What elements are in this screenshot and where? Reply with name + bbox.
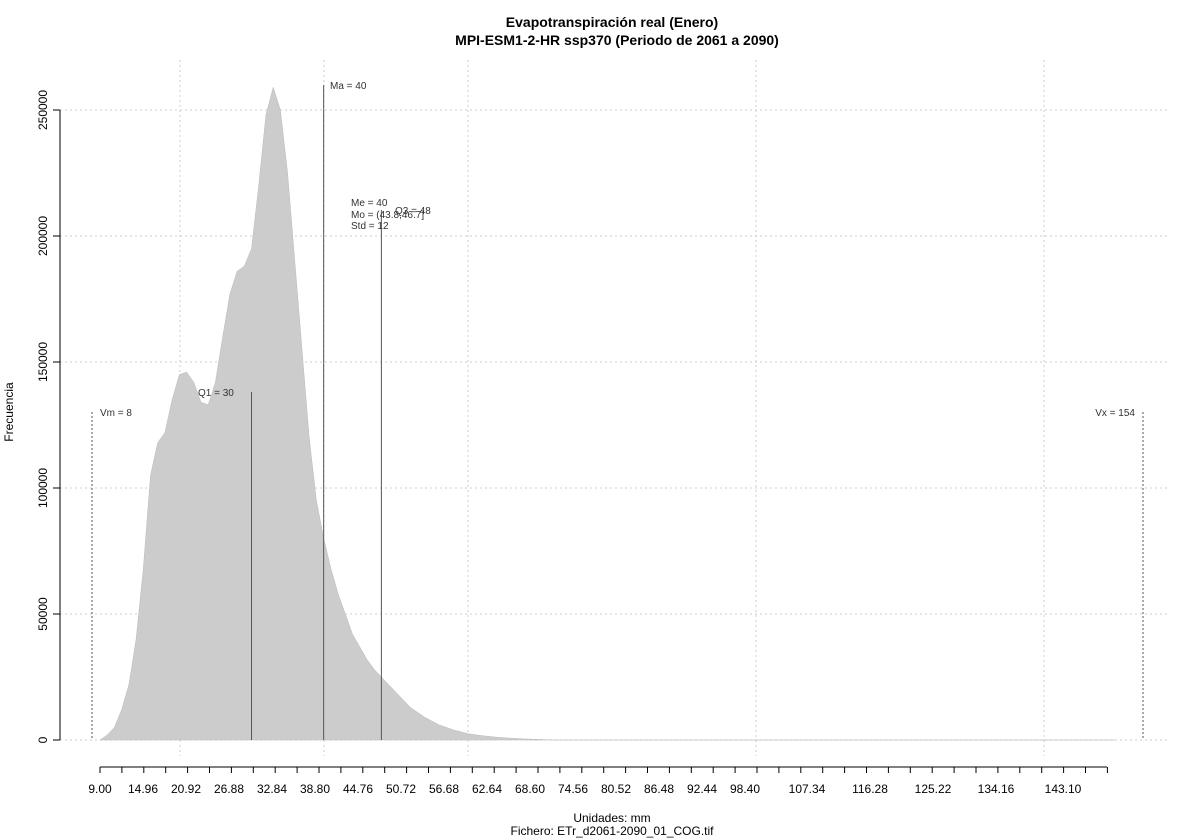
annotation-vx: Vx = 154	[1095, 408, 1135, 419]
x-tick-label-5: 38.80	[300, 782, 330, 796]
x-tick-label-13: 86.48	[644, 782, 674, 796]
annotation-ma: Ma = 40	[330, 81, 367, 92]
x-tick-label-14: 92.44	[687, 782, 717, 796]
x-tick-label-19: 134.16	[978, 782, 1015, 796]
y-tick-label-4: 200000	[36, 216, 50, 256]
chart-title: Evapotranspiración real (Enero)	[506, 14, 718, 30]
annotation-q1: Q1 = 30	[198, 388, 234, 399]
x-tick-label-3: 26.88	[214, 782, 244, 796]
x-tick-label-4: 32.84	[257, 782, 287, 796]
x-tick-label-20: 143.10	[1045, 782, 1082, 796]
file-label: Fichero: ETr_d2061-2090_01_COG.tif	[511, 824, 715, 838]
x-tick-label-11: 74.56	[558, 782, 588, 796]
y-tick-label-3: 150000	[36, 342, 50, 382]
x-tick-label-12: 80.52	[601, 782, 631, 796]
y-tick-label-1: 50000	[36, 597, 50, 631]
x-tick-label-7: 50.72	[386, 782, 416, 796]
x-tick-label-8: 56.68	[429, 782, 459, 796]
x-tick-label-1: 14.96	[128, 782, 158, 796]
statistic-markers	[91, 85, 1144, 740]
y-tick-label-2: 100000	[36, 468, 50, 508]
x-tick-label-6: 44.76	[343, 782, 373, 796]
annotation-me: Me = 40	[351, 198, 388, 209]
y-tick-label-0: 0	[36, 736, 50, 743]
x-tick-label-0: 9.00	[88, 782, 112, 796]
annotation-std: Std = 12	[351, 221, 389, 232]
distribution-area	[99, 86, 1115, 741]
annotation-q3: Q3 = 48	[395, 206, 431, 217]
y-tick-label-5: 250000	[36, 90, 50, 130]
x-tick-label-10: 68.60	[515, 782, 545, 796]
x-axis-ticks: 9.00 14.96 20.92 26.88 32.84 38.80 44.76 50.72 5…	[88, 767, 1108, 796]
x-tick-label-2: 20.92	[171, 782, 201, 796]
annotation-mo: Mo = (43.8,46.7]	[351, 210, 424, 221]
x-tick-label-15: 98.40	[730, 782, 760, 796]
y-axis-label: Frecuencia	[2, 382, 16, 442]
annotation-vm: Vm = 8	[100, 408, 132, 419]
chart-subtitle: MPI-ESM1-2-HR ssp370 (Periodo de 2061 a …	[455, 32, 779, 48]
x-axis-label: Unidades: mm	[573, 811, 650, 825]
x-tick-label-9: 62.64	[472, 782, 502, 796]
x-tick-label-16: 107.34	[789, 782, 826, 796]
x-tick-label-17: 116.28	[852, 782, 888, 796]
y-axis-ticks: 0 50000 100000 150000 200000 250000	[36, 90, 60, 743]
x-tick-label-18: 125.22	[915, 782, 952, 796]
